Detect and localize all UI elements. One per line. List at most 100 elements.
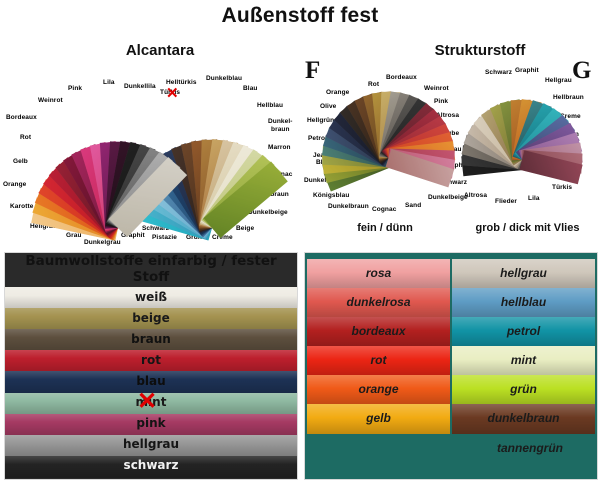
cotton-swatch-label: blau bbox=[136, 374, 166, 388]
section-title-alcantara: Alcantara bbox=[125, 42, 195, 59]
cotton-swatch bbox=[5, 392, 297, 415]
swatch-label: Schwarz bbox=[142, 225, 170, 232]
swatch-label: Graphit bbox=[515, 67, 539, 74]
canvas-swatch bbox=[307, 317, 450, 347]
cotton-swatch-label: rot bbox=[141, 352, 161, 367]
swatch-label: Rot bbox=[368, 81, 380, 88]
swatch-label: Creme bbox=[212, 234, 233, 241]
swatch-label: Dunkelblau bbox=[206, 75, 243, 82]
cotton-swatch bbox=[5, 287, 297, 309]
swatch-label: Bordeaux bbox=[6, 114, 37, 121]
cotton-swatch-label: schwarz bbox=[123, 458, 179, 473]
swatch-label: Orange bbox=[3, 181, 27, 188]
panel-cotton-fabrics: Baumwollstoffe einfarbig / fester Stoff … bbox=[4, 252, 298, 480]
swatch-label: Hellbraun bbox=[553, 94, 584, 101]
swatch-label: Beige bbox=[236, 225, 255, 232]
swatch-label: Altrosa bbox=[464, 192, 488, 199]
canvas-swatch-label: hellgrau bbox=[500, 265, 547, 280]
swatch-label: Marron bbox=[268, 144, 291, 151]
group-letter-g: G bbox=[572, 57, 592, 84]
swatch-label: Hellgrau bbox=[545, 77, 572, 84]
group-letter-f: F bbox=[305, 57, 321, 84]
swatch-label: Dunkel- bbox=[268, 118, 293, 125]
swatch-label: Dunkelbraun bbox=[328, 203, 369, 210]
swatch-label: Gelb bbox=[13, 158, 28, 165]
swatch-label: Sand bbox=[405, 202, 422, 209]
canvas-swatch-label: petrol bbox=[506, 323, 541, 338]
footnote-grob-dick: grob / dick mit Vlies bbox=[475, 222, 580, 234]
cotton-swatch bbox=[5, 434, 297, 457]
cotton-swatch-label: weiß bbox=[135, 289, 167, 304]
canvas-swatch bbox=[452, 288, 595, 318]
canvas-swatch-label: dunkelbraun bbox=[487, 410, 560, 425]
swatch-label: Rot bbox=[20, 134, 32, 141]
canvas-swatch-label: hellblau bbox=[500, 294, 547, 309]
cotton-swatch-label: braun bbox=[131, 331, 171, 346]
cotton-swatch bbox=[5, 350, 297, 373]
panel-canvas-fabrics: rosa dunkelrosa bordeaux rot orange gelb hellg… bbox=[304, 252, 598, 480]
cotton-swatch bbox=[5, 455, 297, 478]
canvas-swatch-label: mint bbox=[510, 352, 537, 367]
canvas-swatch bbox=[307, 259, 450, 289]
crossed-out-marker: ✕ bbox=[137, 388, 158, 416]
swatch-label: Lila bbox=[528, 195, 540, 202]
canvas-swatch-label: bordeaux bbox=[351, 323, 406, 338]
canvas-swatch-label: rosa bbox=[365, 265, 392, 280]
swatch-label: Dunkelbeige bbox=[428, 194, 468, 201]
swatch-label: Grau bbox=[66, 232, 82, 239]
swatch-label: Dunkelbeige bbox=[248, 209, 288, 216]
swatch-label: Cognac bbox=[372, 206, 397, 213]
swatch-label: Hellblau bbox=[257, 102, 284, 109]
swatch-label: Graphit bbox=[121, 232, 145, 239]
swatch-label: Hellbraun bbox=[258, 191, 289, 198]
swatch-label: Flieder bbox=[495, 198, 518, 205]
page-title: Außenstoff fest bbox=[221, 4, 379, 27]
swatch-label: Bordeaux bbox=[386, 74, 417, 81]
cotton-swatch-label: mint bbox=[135, 395, 167, 410]
swatch-label: Königsblau bbox=[313, 192, 350, 199]
swatch-label: Weinrot bbox=[38, 97, 63, 104]
canvas-swatch bbox=[452, 404, 595, 434]
swatch-label: Helltürkis bbox=[166, 79, 197, 86]
swatch-label: Schwarz bbox=[485, 69, 513, 76]
swatch-label: Petrol bbox=[308, 135, 328, 142]
canvas-swatch bbox=[452, 259, 595, 289]
cotton-swatch-label: beige bbox=[132, 310, 170, 325]
swatch-label: Pink bbox=[68, 85, 83, 92]
swatch-label: Hellgrau bbox=[30, 223, 57, 230]
swatch-label: Dunkelgrau bbox=[84, 239, 121, 246]
swatch-label: Graphit bbox=[443, 162, 467, 169]
swatch-label: Grün bbox=[186, 234, 202, 241]
swatch-label: Altrosa bbox=[436, 112, 460, 119]
cotton-swatch bbox=[5, 371, 297, 394]
swatch-label: Dunkellila bbox=[124, 83, 156, 90]
section-title-strukturstoff: Strukturstoff bbox=[434, 42, 526, 59]
swatch-label: Orange bbox=[326, 89, 350, 96]
swatch-label: Olive bbox=[320, 103, 337, 110]
swatch-label: Pistazie bbox=[152, 234, 178, 241]
canvas-swatch bbox=[307, 404, 450, 434]
swatch-label: Schwarz bbox=[440, 179, 468, 186]
cotton-swatch bbox=[5, 413, 297, 436]
canvas-swatch bbox=[307, 288, 450, 318]
canvas-swatch-label: orange bbox=[358, 381, 399, 396]
swatch-label: Creme bbox=[560, 113, 581, 120]
crossed-out-marker: ✕ bbox=[166, 85, 179, 102]
cotton-swatch bbox=[5, 329, 297, 351]
cotton-swatch bbox=[5, 308, 297, 330]
swatch-label: Dunkelblau bbox=[304, 177, 341, 184]
footnote-fein-duenn: fein / dünn bbox=[357, 222, 413, 234]
canvas-background-label: tannengrün bbox=[497, 441, 563, 455]
canvas-swatch bbox=[307, 375, 450, 405]
canvas-swatch bbox=[452, 317, 595, 347]
swatch-label: Hellgrün bbox=[307, 117, 335, 124]
canvas-swatch-label: grün bbox=[510, 381, 537, 396]
swatch-label: Türkis bbox=[552, 184, 573, 191]
swatch-label: Karotte bbox=[10, 203, 34, 210]
canvas-swatch bbox=[452, 346, 595, 376]
canvas-swatch-label: gelb bbox=[366, 410, 391, 425]
canvas-swatch-label: dunkelrosa bbox=[346, 294, 411, 309]
swatch-label: Blau bbox=[243, 85, 258, 92]
cotton-panel-heading: Baumwollstoffe einfarbig / fester Stoff bbox=[25, 253, 277, 285]
